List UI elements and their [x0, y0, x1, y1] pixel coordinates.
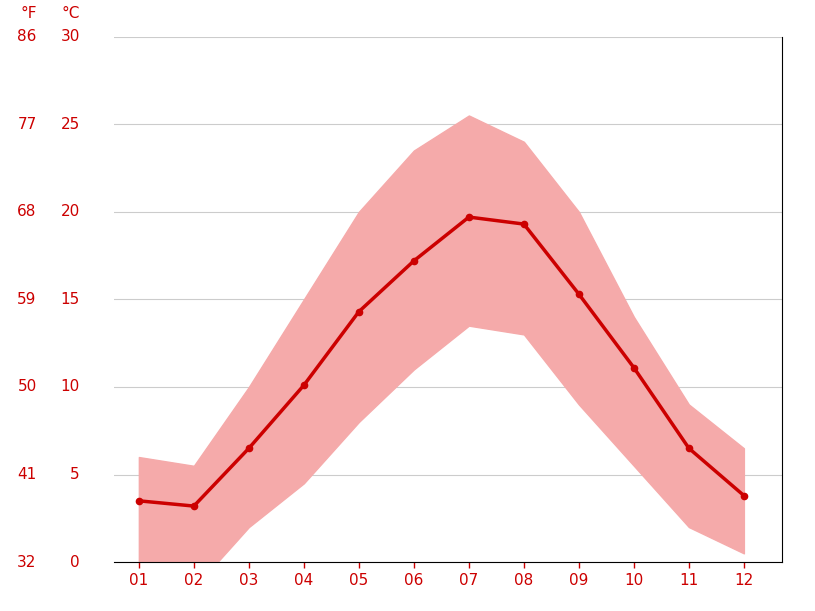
Text: 68: 68: [17, 204, 37, 219]
Text: 86: 86: [17, 29, 37, 44]
Text: 10: 10: [60, 379, 80, 395]
Text: 0: 0: [70, 555, 80, 569]
Text: 25: 25: [60, 117, 80, 132]
Text: 77: 77: [17, 117, 37, 132]
Text: 15: 15: [60, 292, 80, 307]
Text: 5: 5: [70, 467, 80, 482]
Text: 30: 30: [60, 29, 80, 44]
Text: 20: 20: [60, 204, 80, 219]
Text: 59: 59: [17, 292, 37, 307]
Text: °C: °C: [61, 6, 80, 21]
Text: 50: 50: [17, 379, 37, 395]
Text: 41: 41: [17, 467, 37, 482]
Text: °F: °F: [20, 6, 37, 21]
Text: 32: 32: [17, 555, 37, 569]
